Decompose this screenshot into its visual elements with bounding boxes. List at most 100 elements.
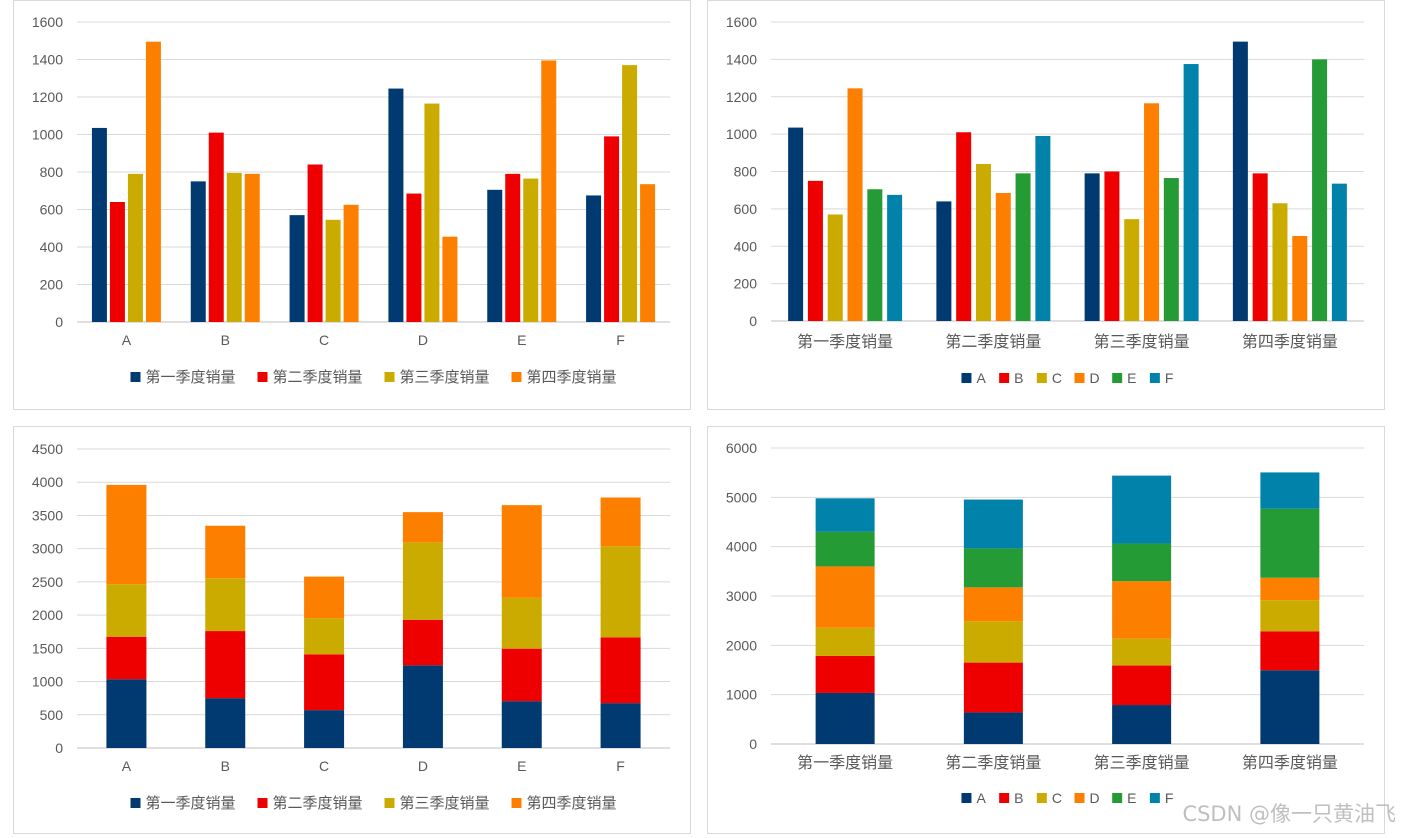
y-tick-label: 4000 (32, 474, 63, 490)
bar-D-第二季度销量 (995, 192, 1011, 321)
chart-panel-product-by-quarter-stacked: 0 1000 2000 3000 4000 5000 6000 第一季度销量 第二季度销量 第三季… (707, 426, 1385, 834)
y-tick-label: 1500 (32, 640, 63, 656)
bar-B-第二季度销量 (956, 132, 972, 321)
bar-F-第二季度销量 (1035, 135, 1051, 321)
x-category-label: F (616, 332, 625, 348)
legend: A B C D E F (961, 790, 1173, 806)
bar-F-第一季度销量 (887, 194, 903, 321)
bar-F-第四季度销量 (1331, 183, 1347, 321)
bar-第二季度销量-F (604, 136, 620, 322)
x-category-label: C (319, 332, 329, 348)
bar-segment-A-第一季度销量 (815, 692, 875, 744)
legend-label: A (976, 790, 986, 806)
chart-3-svg: 0 500 1000 1500 2000 2500 3000 3500 4000 4500 A B C D… (32, 441, 670, 812)
bar-segment-第一季度销量-B (205, 698, 246, 748)
legend-label: B (1014, 790, 1023, 806)
bar-segment-第二季度销量-A (106, 636, 147, 680)
y-tick-label: 500 (40, 707, 64, 723)
chart-panel-q-by-product-stacked: 0 500 1000 1500 2000 2500 3000 3500 4000 4500 A B C D… (13, 426, 691, 834)
x-category-label: 第四季度销量 (1242, 333, 1338, 351)
bar-C-第四季度销量 (1272, 203, 1288, 321)
y-tick-label: 1000 (726, 687, 757, 703)
bar-segment-第一季度销量-F (600, 703, 641, 748)
bar-第四季度销量-C (343, 204, 359, 322)
y-tick-label: 1600 (726, 14, 757, 30)
bar-segment-E-第三季度销量 (1112, 543, 1172, 582)
y-tick-label: 400 (40, 239, 64, 255)
legend-swatch (384, 372, 395, 382)
bar-第一季度销量-E (487, 189, 503, 322)
legend-label: 第二季度销量 (273, 794, 363, 812)
legend-label: B (1014, 370, 1023, 386)
y-tick-label: 4000 (726, 539, 757, 555)
bar-segment-第二季度销量-E (501, 648, 542, 702)
bar-segment-第二季度销量-B (205, 631, 246, 699)
bar-第二季度销量-A (109, 202, 125, 322)
bar-segment-B-第二季度销量 (963, 662, 1023, 713)
bar-segment-A-第二季度销量 (963, 712, 1023, 744)
legend-swatch (1112, 793, 1123, 803)
legend-swatch (130, 372, 141, 382)
bar-segment-第三季度销量-B (205, 578, 246, 632)
legend-swatch (999, 793, 1010, 803)
y-tick-label: 2500 (32, 574, 63, 590)
bar-第一季度销量-C (289, 215, 305, 322)
bar-A-第一季度销量 (788, 127, 804, 321)
legend-swatch (1149, 793, 1160, 803)
y-tick-label: 800 (40, 164, 64, 180)
legend-label: E (1127, 370, 1136, 386)
bar-E-第四季度销量 (1312, 59, 1328, 321)
bar-E-第三季度销量 (1163, 178, 1179, 321)
legend-swatch (384, 798, 395, 808)
bar-第四季度销量-A (145, 41, 161, 322)
y-tick-label: 0 (55, 314, 63, 330)
y-tick-label: 2000 (32, 607, 63, 623)
bar-segment-第三季度销量-A (106, 584, 147, 637)
bar-第四季度销量-B (244, 173, 260, 322)
bar-segment-F-第四季度销量 (1260, 472, 1320, 509)
y-tick-label: 0 (749, 736, 757, 752)
legend-swatch (961, 793, 972, 803)
y-tick-label: 3500 (32, 507, 63, 523)
chart-4-svg: 0 1000 2000 3000 4000 5000 6000 第一季度销量 第二季度销量 第三季… (726, 440, 1364, 806)
y-tick-label: 1000 (32, 674, 63, 690)
legend-swatch (1149, 373, 1160, 383)
y-tick-label: 800 (734, 164, 758, 180)
y-tick-label: 1400 (32, 52, 63, 68)
x-category-label: 第一季度销量 (797, 754, 893, 772)
bar-第三季度销量-B (226, 172, 242, 322)
y-tick-label: 0 (55, 740, 63, 756)
bar-segment-第四季度销量-A (106, 484, 147, 585)
x-category-label: 第二季度销量 (945, 754, 1041, 772)
x-category-label: E (517, 758, 526, 774)
bar-C-第二季度销量 (975, 164, 991, 321)
bar-segment-F-第二季度销量 (963, 499, 1023, 549)
x-category-label: A (122, 758, 132, 774)
chart-2-svg: 0 200 400 600 800 1000 1200 1400 1600 第一季度销量 第二季度销… (726, 14, 1364, 386)
y-tick-label: 200 (40, 277, 64, 293)
bar-segment-第三季度销量-E (501, 597, 542, 649)
bar-B-第三季度销量 (1104, 171, 1120, 321)
y-tick-label: 1200 (726, 89, 757, 105)
bar-segment-A-第三季度销量 (1112, 705, 1172, 744)
bar-D-第一季度销量 (847, 88, 863, 321)
bar-segment-D-第三季度销量 (1112, 581, 1172, 639)
bar-第三季度销量-F (622, 65, 638, 322)
legend-label: 第二季度销量 (273, 368, 363, 386)
chart-panel-product-by-quarter-clustered: 0 200 400 600 800 1000 1200 1400 1600 第一季度销量 第二季度销… (707, 0, 1385, 410)
legend-label: F (1165, 790, 1174, 806)
bar-B-第一季度销量 (807, 180, 823, 321)
legend-label: C (1052, 370, 1062, 386)
bar-segment-B-第三季度销量 (1112, 665, 1172, 706)
bar-segment-第三季度销量-C (304, 618, 345, 655)
bar-第三季度销量-D (424, 103, 440, 322)
x-category-label: D (418, 332, 428, 348)
x-category-label: 第二季度销量 (945, 333, 1041, 351)
y-tick-label: 600 (40, 202, 64, 218)
bar-segment-E-第四季度销量 (1260, 508, 1320, 578)
legend-swatch (1074, 373, 1085, 383)
bar-segment-D-第四季度销量 (1260, 577, 1320, 601)
bar-segment-第四季度销量-E (501, 505, 542, 598)
bar-segment-C-第一季度销量 (815, 627, 875, 656)
x-category-label: 第三季度销量 (1094, 754, 1190, 772)
